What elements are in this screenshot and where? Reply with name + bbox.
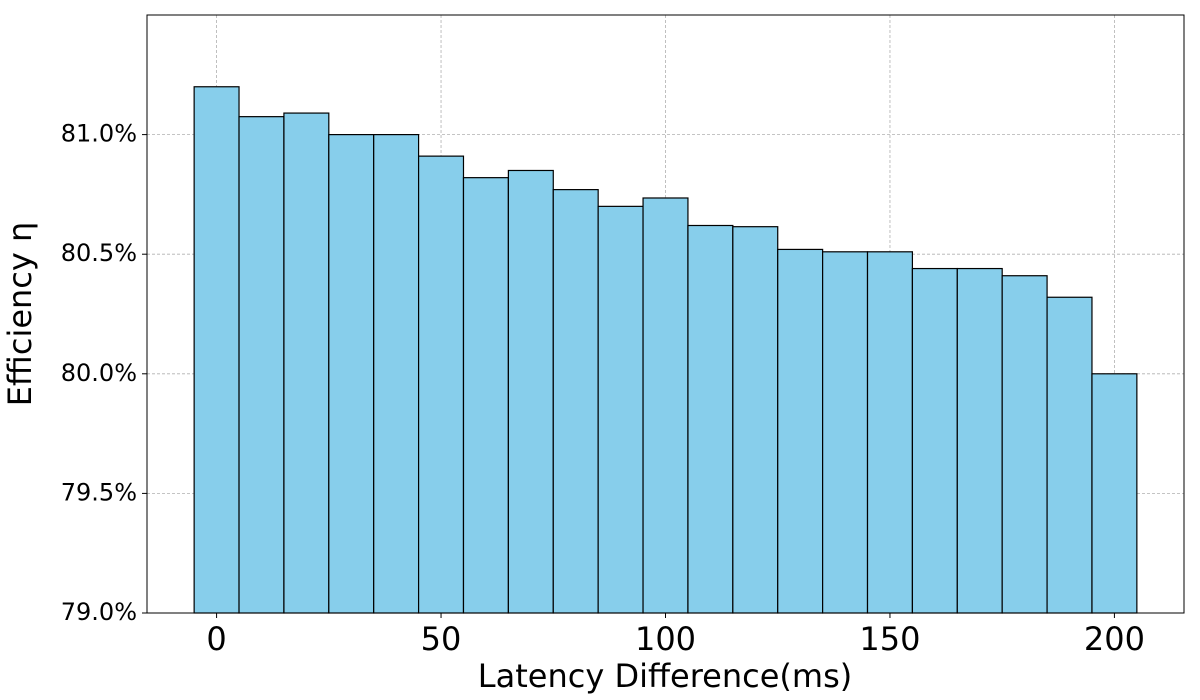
bar — [687, 224, 734, 614]
bar — [552, 189, 599, 614]
bar — [1001, 275, 1048, 614]
bar — [373, 134, 420, 614]
bar — [1046, 296, 1093, 614]
y-tick-label: 79.0% — [61, 598, 137, 626]
y-tick-label: 80.5% — [61, 239, 137, 267]
bar — [642, 197, 689, 614]
bar — [866, 251, 914, 614]
bar — [462, 177, 509, 614]
bar — [507, 169, 554, 614]
bar — [597, 205, 644, 614]
bar — [1091, 373, 1138, 614]
x-tick-label: 100 — [635, 620, 696, 658]
x-axis-label: Latency Difference(ms) — [478, 657, 852, 695]
bar — [822, 251, 869, 614]
x-tick-label: 200 — [1084, 620, 1145, 658]
y-tick-label: 79.5% — [61, 478, 137, 506]
y-tick-label: 80.0% — [61, 359, 137, 387]
bar — [732, 226, 779, 614]
bar — [238, 116, 285, 614]
bar — [328, 134, 375, 614]
x-tick-label: 0 — [206, 620, 226, 658]
bar — [283, 112, 330, 614]
bar — [956, 267, 1003, 614]
bar — [193, 86, 240, 614]
y-axis-label: Efficiency η — [1, 222, 39, 407]
bar — [417, 155, 465, 614]
bar — [911, 267, 958, 614]
y-tick-label: 81.0% — [61, 120, 137, 148]
x-tick-label: 150 — [859, 620, 920, 658]
x-tick-label: 50 — [421, 620, 462, 658]
plot-frame — [146, 14, 1185, 614]
bar — [777, 248, 824, 614]
